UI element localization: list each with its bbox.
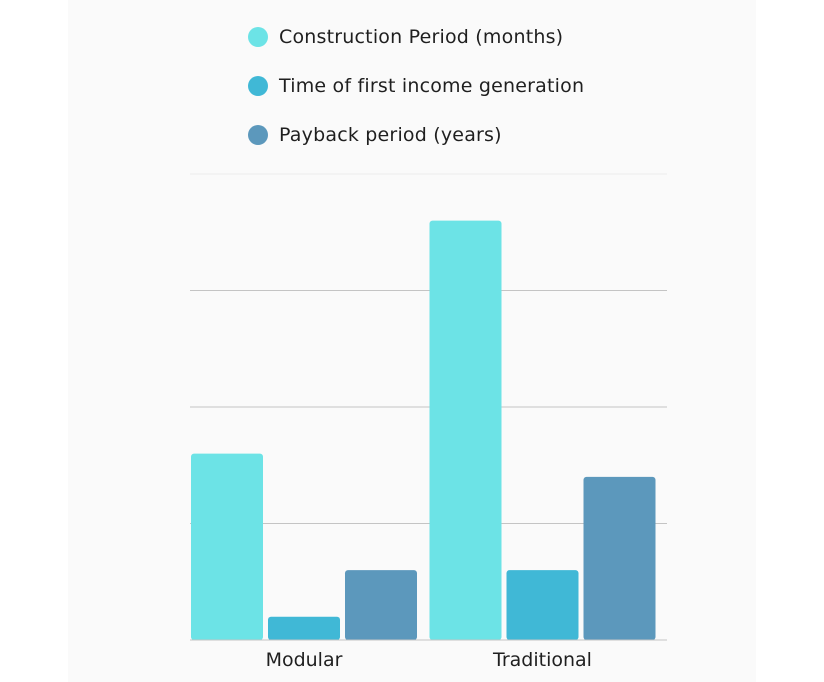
bar-modular-series-0 [191,453,263,640]
legend-item-first-income: Time of first income generation [248,71,584,101]
bar-modular-series-1 [268,616,340,640]
legend-item-payback: Payback period (years) [248,120,584,150]
legend-swatch-first-income [248,76,268,96]
legend-label-payback: Payback period (years) [279,124,502,146]
chart-legend: Construction Period (months) Time of fir… [248,22,584,169]
bar-traditional-series-0 [429,220,502,640]
legend-swatch-construction [248,27,268,47]
bar-traditional-series-2 [583,476,656,640]
legend-item-construction: Construction Period (months) [248,22,584,52]
x-tick-label: Modular [266,649,343,671]
x-tick-label: Traditional [492,649,592,671]
legend-label-construction: Construction Period (months) [279,26,564,48]
legend-swatch-payback [248,125,268,145]
legend-label-first-income: Time of first income generation [279,75,585,97]
bar-modular-series-2 [345,570,417,640]
bar-traditional-series-1 [506,570,579,640]
